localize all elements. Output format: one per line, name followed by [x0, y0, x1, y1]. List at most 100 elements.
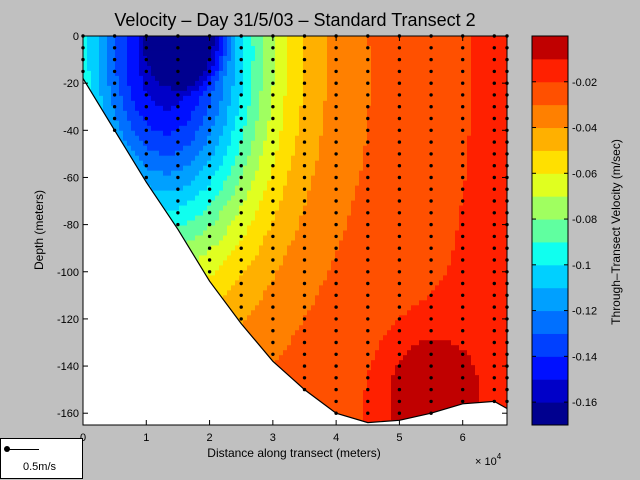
contour-cell	[171, 70, 176, 77]
contour-cell	[223, 165, 228, 172]
contour-cell	[295, 120, 300, 127]
contour-cell	[247, 285, 252, 291]
contour-cell	[179, 85, 184, 92]
contour-cell	[271, 160, 276, 167]
contour-cell	[211, 36, 216, 42]
contour-cell	[275, 185, 280, 192]
contour-cell	[95, 75, 100, 82]
contour-cell	[283, 60, 288, 67]
contour-cell	[187, 40, 192, 47]
contour-cell	[151, 110, 156, 117]
contour-cell	[203, 175, 208, 182]
contour-cell	[303, 360, 308, 366]
contour-cell	[279, 245, 284, 252]
contour-cell	[195, 60, 200, 67]
contour-cell	[283, 335, 288, 341]
contour-cell	[131, 120, 136, 127]
contour-cell	[299, 135, 304, 142]
contour-cell	[199, 210, 204, 217]
contour-cell	[239, 205, 244, 212]
contour-cell	[303, 70, 308, 77]
contour-cell	[279, 155, 284, 162]
contour-cell	[295, 215, 300, 222]
contour-cell	[275, 340, 280, 346]
contour-cell	[239, 235, 244, 242]
contour-cell	[307, 36, 312, 42]
contour-cell	[199, 140, 204, 147]
contour-cell	[267, 270, 272, 276]
contour-cell	[183, 230, 188, 237]
contour-cell	[275, 135, 280, 142]
contour-cell	[159, 190, 164, 197]
contour-cell	[151, 55, 156, 62]
contour-cell	[299, 85, 304, 92]
contour-cell	[263, 250, 268, 257]
contour-cell	[135, 150, 140, 157]
contour-cell	[267, 115, 272, 122]
contour-cell	[203, 100, 208, 107]
contour-cell	[183, 150, 188, 157]
contour-cell	[203, 255, 208, 262]
contour-cell	[115, 36, 120, 42]
contour-cell	[311, 385, 316, 391]
contour-cell	[211, 215, 216, 222]
contour-cell	[183, 40, 188, 47]
contour-cell	[335, 300, 340, 306]
contour-cell	[251, 185, 256, 192]
contour-cell	[319, 260, 324, 267]
contour-cell	[251, 95, 256, 102]
contour-cell	[227, 100, 232, 107]
contour-cell	[247, 40, 252, 47]
contour-cell	[331, 325, 336, 331]
contour-cell	[323, 340, 328, 346]
contour-cell	[219, 250, 224, 257]
contour-cell	[223, 40, 228, 47]
contour-cell	[291, 285, 296, 291]
contour-cell	[243, 80, 248, 87]
contour-cell	[195, 70, 200, 77]
contour-cell	[215, 145, 220, 152]
contour-cell	[299, 180, 304, 187]
contour-cell	[183, 210, 188, 217]
contour-cell	[303, 120, 308, 127]
contour-cell	[331, 340, 336, 346]
contour-cell	[299, 60, 304, 67]
contour-cell	[199, 180, 204, 187]
contour-cell	[287, 205, 292, 212]
contour-cell	[307, 80, 312, 87]
contour-cell	[299, 160, 304, 167]
contour-cell	[307, 295, 312, 301]
contour-cell	[211, 190, 216, 197]
contour-cell	[91, 45, 96, 52]
contour-cell	[227, 295, 232, 301]
contour-cell	[235, 40, 240, 47]
contour-cell	[227, 65, 232, 72]
contour-cell	[107, 65, 112, 72]
contour-cell	[231, 265, 236, 271]
contour-cell	[195, 180, 200, 187]
contour-cell	[195, 85, 200, 92]
contour-cell	[307, 150, 312, 157]
contour-cell	[299, 380, 304, 386]
contour-cell	[211, 100, 216, 107]
contour-cell	[299, 370, 304, 376]
contour-cell	[247, 275, 252, 281]
contour-cell	[319, 270, 324, 276]
contour-cell	[295, 140, 300, 147]
contour-cell	[207, 160, 212, 167]
contour-cell	[319, 205, 324, 212]
contour-cell	[311, 250, 316, 257]
contour-cell	[267, 305, 272, 311]
contour-cell	[203, 245, 208, 252]
contour-cell	[267, 120, 272, 127]
contour-cell	[255, 315, 260, 321]
contour-cell	[199, 260, 204, 267]
contour-cell	[291, 195, 296, 202]
contour-cell	[311, 355, 316, 361]
contour-cell	[83, 40, 88, 47]
contour-cell	[251, 105, 256, 112]
contour-cell	[207, 120, 212, 127]
contour-cell	[103, 75, 108, 82]
contour-cell	[275, 215, 280, 222]
contour-cell	[219, 95, 224, 102]
